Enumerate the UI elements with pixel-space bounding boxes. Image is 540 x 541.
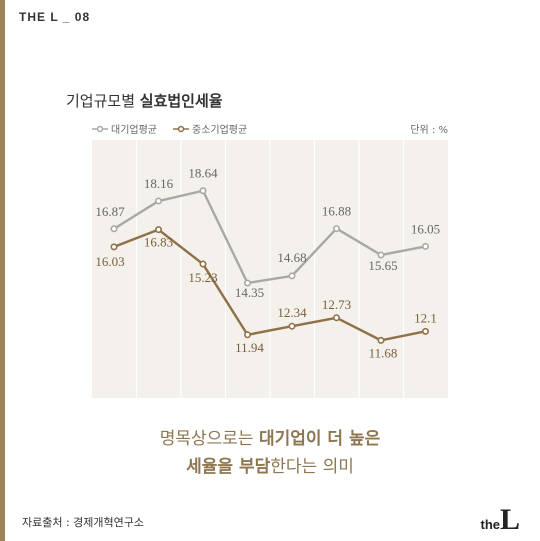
data-label: 18.64 [188,166,218,181]
data-label: 11.68 [369,345,398,360]
data-label: 16.03 [95,254,124,269]
brand-label: THE L _ 08 [19,10,91,24]
caption-line-1-plain: 명목상으로는 [159,429,259,449]
data-point [332,225,340,233]
data-label: 12.73 [322,297,351,312]
caption-line-1: 명목상으로는 대기업이 더 높은 [0,424,540,449]
chart-title-plain: 기업규모별 [66,92,140,110]
data-label: 14.68 [277,250,306,265]
data-point [199,187,207,195]
unit-label: 단위 : % [410,125,448,136]
caption-line-2-plain: 한다는 의미 [270,457,354,477]
data-point [332,314,340,322]
source-note: 자료출처 : 경제개혁연구소 [22,516,145,529]
caption-line-2: 세율을 부담한다는 의미 [0,452,540,477]
data-point [377,336,385,344]
accent-bar [0,0,5,541]
series-line [113,189,426,285]
legend: 대기업평균 중소기업평균 [92,121,247,136]
legend-item-sme: 중소기업평균 [173,121,247,136]
data-point [288,272,296,280]
legend-item-large: 대기업평균 [92,121,157,136]
data-label: 12.1 [414,310,437,325]
chart-title-bold: 실효법인세율 [139,92,223,110]
brand-logo: theL [480,503,520,537]
data-label: 15.65 [368,258,397,273]
data-point [288,322,296,330]
data-point [155,226,163,234]
data-point [110,243,118,251]
legend-marker-icon [173,125,189,132]
data-point [377,251,385,259]
logo-l: L [499,503,520,536]
legend-label-large: 대기업평균 [111,125,157,136]
data-point [421,327,429,335]
chart-title: 기업규모별 실효법인세율 [66,90,223,111]
data-label: 14.35 [235,285,264,300]
data-point [244,331,252,339]
data-label: 16.88 [322,204,351,219]
caption-line-2-bold: 세율을 부담 [186,457,271,477]
data-label: 18.16 [144,176,174,191]
data-label: 11.94 [235,340,264,355]
logo-the: the [480,517,500,532]
data-point [244,279,252,287]
data-point [110,225,118,233]
data-label: 12.34 [277,305,307,320]
legend-marker-icon [92,125,108,132]
caption-line-1-bold: 대기업이 더 높은 [258,429,381,449]
legend-label-sme: 중소기업평균 [192,125,248,136]
data-point [421,242,429,250]
data-label: 16.05 [411,221,440,236]
data-label: 15.23 [188,270,217,285]
data-point [155,197,163,205]
series-line [113,228,426,342]
data-point [199,260,207,268]
data-label: 16.83 [144,235,173,250]
data-label: 16.87 [95,204,125,219]
